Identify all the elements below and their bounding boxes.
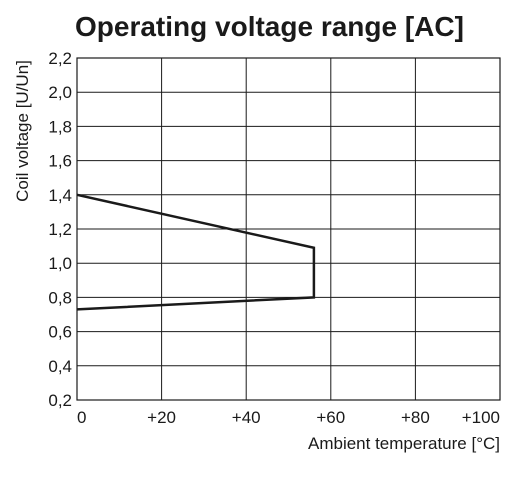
x-tick-labels: 0 +20 +40 +60 +80 +100: [77, 408, 500, 427]
x-tick-label: +20: [147, 408, 176, 427]
y-tick-label: 2,2: [48, 49, 72, 68]
x-axis-label: Ambient temperature [°C]: [308, 434, 500, 453]
series-group: [76, 193, 316, 311]
y-tick-label: 1,6: [48, 152, 72, 171]
y-tick-label: 1,0: [48, 254, 72, 273]
x-tick-label: 0: [77, 408, 86, 427]
y-tick-labels: 0,2 0,4 0,6 0,8 1,0 1,2 1,4 1,6 1,8 2,0 2,2: [48, 49, 72, 410]
y-tick-label: 2,0: [48, 83, 72, 102]
x-tick-label: +100: [462, 408, 500, 427]
x-tick-label: +80: [401, 408, 430, 427]
series-line-0: [76, 193, 316, 311]
grid: [77, 58, 500, 400]
chart-title: Operating voltage range [AC]: [75, 11, 464, 42]
x-tick-label: +60: [316, 408, 345, 427]
y-tick-label: 0,6: [48, 323, 72, 342]
x-tick-label: +40: [232, 408, 261, 427]
y-tick-label: 0,4: [48, 357, 72, 376]
plot-frame: [76, 57, 501, 401]
y-tick-label: 0,2: [48, 391, 72, 410]
y-axis-label: Coil voltage [U/Un]: [13, 60, 32, 202]
y-tick-label: 0,8: [48, 288, 72, 307]
y-tick-label: 1,4: [48, 186, 72, 205]
y-tick-label: 1,2: [48, 220, 72, 239]
y-tick-label: 1,8: [48, 117, 72, 136]
